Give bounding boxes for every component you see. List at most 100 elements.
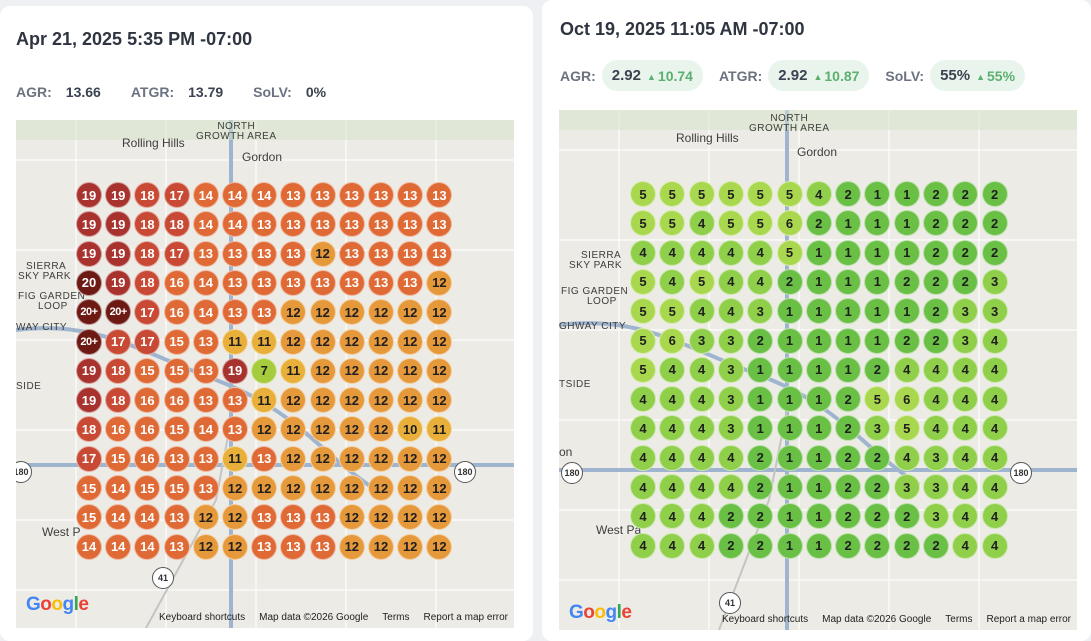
right-rank-dot[interactable]: 4 — [952, 474, 979, 500]
left-rank-dot[interactable]: 7 — [251, 357, 278, 384]
left-rank-dot[interactable]: 12 — [368, 357, 394, 384]
right-rank-dot[interactable]: 4 — [688, 474, 715, 500]
left-rank-dot[interactable]: 12 — [192, 504, 219, 531]
left-rank-dot[interactable]: 16 — [134, 387, 161, 414]
right-rank-dot[interactable]: 4 — [630, 503, 656, 530]
left-rank-dot[interactable]: 12 — [338, 475, 365, 501]
right-rank-dot[interactable]: 2 — [923, 181, 949, 207]
left-rank-dot[interactable]: 15 — [134, 357, 161, 384]
right-rank-dot[interactable]: 3 — [747, 298, 774, 325]
left-rank-dot[interactable]: 12 — [338, 299, 365, 326]
left-rank-dot[interactable]: 13 — [426, 182, 453, 208]
report-map-error-link[interactable]: Report a map error — [423, 611, 508, 623]
right-rank-dot[interactable]: 1 — [747, 386, 774, 413]
left-rank-dot[interactable]: 13 — [251, 445, 278, 472]
right-rank-dot[interactable]: 1 — [864, 210, 891, 237]
left-rank-dot[interactable]: 15 — [76, 475, 102, 501]
left-rank-dot[interactable]: 13 — [251, 533, 278, 560]
right-rank-dot[interactable]: 3 — [981, 298, 1008, 325]
left-rank-dot[interactable]: 15 — [163, 416, 190, 443]
right-rank-dot[interactable]: 2 — [923, 268, 949, 295]
left-rank-dot[interactable]: 12 — [368, 445, 394, 472]
right-rank-dot[interactable]: 4 — [952, 415, 979, 442]
left-rank-dot[interactable]: 13 — [222, 387, 248, 414]
left-rank-dot[interactable]: 20+ — [76, 328, 102, 355]
right-rank-dot[interactable]: 2 — [864, 444, 891, 471]
right-rank-dot[interactable]: 4 — [659, 474, 686, 500]
left-rank-dot[interactable]: 15 — [163, 357, 190, 384]
right-rank-dot[interactable]: 1 — [805, 268, 832, 295]
left-rank-dot[interactable]: 12 — [309, 299, 336, 326]
left-rank-dot[interactable]: 13 — [426, 240, 453, 267]
right-rank-dot[interactable]: 6 — [659, 327, 686, 354]
right-rank-dot[interactable]: 5 — [630, 327, 656, 354]
left-rank-dot[interactable]: 13 — [309, 269, 336, 296]
left-rank-dot[interactable]: 12 — [397, 445, 424, 472]
right-rank-dot[interactable]: 5 — [717, 181, 744, 207]
right-rank-dot[interactable]: 1 — [776, 474, 803, 500]
right-rank-dot[interactable]: 1 — [805, 444, 832, 471]
right-rank-dot[interactable]: 4 — [688, 415, 715, 442]
right-rank-dot[interactable]: 3 — [952, 327, 979, 354]
left-rank-dot[interactable]: 13 — [222, 416, 248, 443]
left-rank-dot[interactable]: 13 — [309, 533, 336, 560]
right-rank-dot[interactable]: 4 — [923, 356, 949, 383]
left-rank-dot[interactable]: 12 — [280, 416, 307, 443]
left-rank-dot[interactable]: 14 — [192, 182, 219, 208]
left-rank-dot[interactable]: 13 — [397, 240, 424, 267]
left-rank-dot[interactable]: 14 — [192, 269, 219, 296]
right-rank-dot[interactable]: 2 — [864, 356, 891, 383]
right-rank-dot[interactable]: 3 — [923, 503, 949, 530]
left-rank-dot[interactable]: 13 — [368, 269, 394, 296]
right-rank-dot[interactable]: 4 — [688, 503, 715, 530]
left-rank-dot[interactable]: 12 — [338, 328, 365, 355]
right-rank-dot[interactable]: 5 — [864, 386, 891, 413]
right-rank-dot[interactable]: 4 — [630, 444, 656, 471]
right-rank-dot[interactable]: 4 — [659, 415, 686, 442]
left-rank-dot[interactable]: 13 — [338, 182, 365, 208]
left-rank-dot[interactable]: 20 — [76, 269, 102, 296]
right-rank-dot[interactable]: 1 — [776, 444, 803, 471]
right-rank-dot[interactable]: 6 — [776, 210, 803, 237]
left-rank-dot[interactable]: 14 — [105, 475, 132, 501]
right-rank-dot[interactable]: 4 — [981, 503, 1008, 530]
left-rank-dot[interactable]: 12 — [368, 387, 394, 414]
left-rank-dot[interactable]: 13 — [397, 211, 424, 238]
right-rank-dot[interactable]: 4 — [923, 386, 949, 413]
left-rank-dot[interactable]: 10 — [397, 416, 424, 443]
right-rank-dot[interactable]: 1 — [864, 181, 891, 207]
right-rank-dot[interactable]: 1 — [835, 298, 862, 325]
right-rank-dot[interactable]: 4 — [717, 474, 744, 500]
right-rank-dot[interactable]: 5 — [630, 268, 656, 295]
right-rank-dot[interactable]: 6 — [893, 386, 920, 413]
left-rank-dot[interactable]: 14 — [192, 416, 219, 443]
right-rank-dot[interactable]: 2 — [952, 268, 979, 295]
left-rank-dot[interactable]: 13 — [368, 240, 394, 267]
left-rank-dot[interactable]: 14 — [222, 182, 248, 208]
right-rank-dot[interactable]: 4 — [659, 268, 686, 295]
left-rank-dot[interactable]: 12 — [280, 299, 307, 326]
right-rank-dot[interactable]: 1 — [864, 327, 891, 354]
right-rank-dot[interactable]: 3 — [893, 474, 920, 500]
left-rank-dot[interactable]: 15 — [76, 504, 102, 531]
right-rank-dot[interactable]: 2 — [893, 327, 920, 354]
left-rank-dot[interactable]: 17 — [134, 328, 161, 355]
right-rank-dot[interactable]: 4 — [952, 503, 979, 530]
left-rank-dot[interactable]: 12 — [280, 328, 307, 355]
right-rank-dot[interactable]: 4 — [805, 181, 832, 207]
left-rank-dot[interactable]: 11 — [222, 445, 248, 472]
left-rank-dot[interactable]: 18 — [134, 240, 161, 267]
left-rank-dot[interactable]: 16 — [163, 387, 190, 414]
left-rank-dot[interactable]: 18 — [134, 182, 161, 208]
right-rank-dot[interactable]: 1 — [776, 298, 803, 325]
right-rank-dot[interactable]: 2 — [835, 444, 862, 471]
right-rank-dot[interactable]: 1 — [835, 210, 862, 237]
left-rank-dot[interactable]: 12 — [309, 328, 336, 355]
right-rank-dot[interactable]: 1 — [776, 356, 803, 383]
right-rank-dot[interactable]: 1 — [893, 239, 920, 266]
right-rank-dot[interactable]: 4 — [659, 386, 686, 413]
left-rank-dot[interactable]: 15 — [134, 475, 161, 501]
left-rank-dot[interactable]: 12 — [368, 475, 394, 501]
left-rank-dot[interactable]: 17 — [105, 328, 132, 355]
right-rank-dot[interactable]: 1 — [805, 474, 832, 500]
